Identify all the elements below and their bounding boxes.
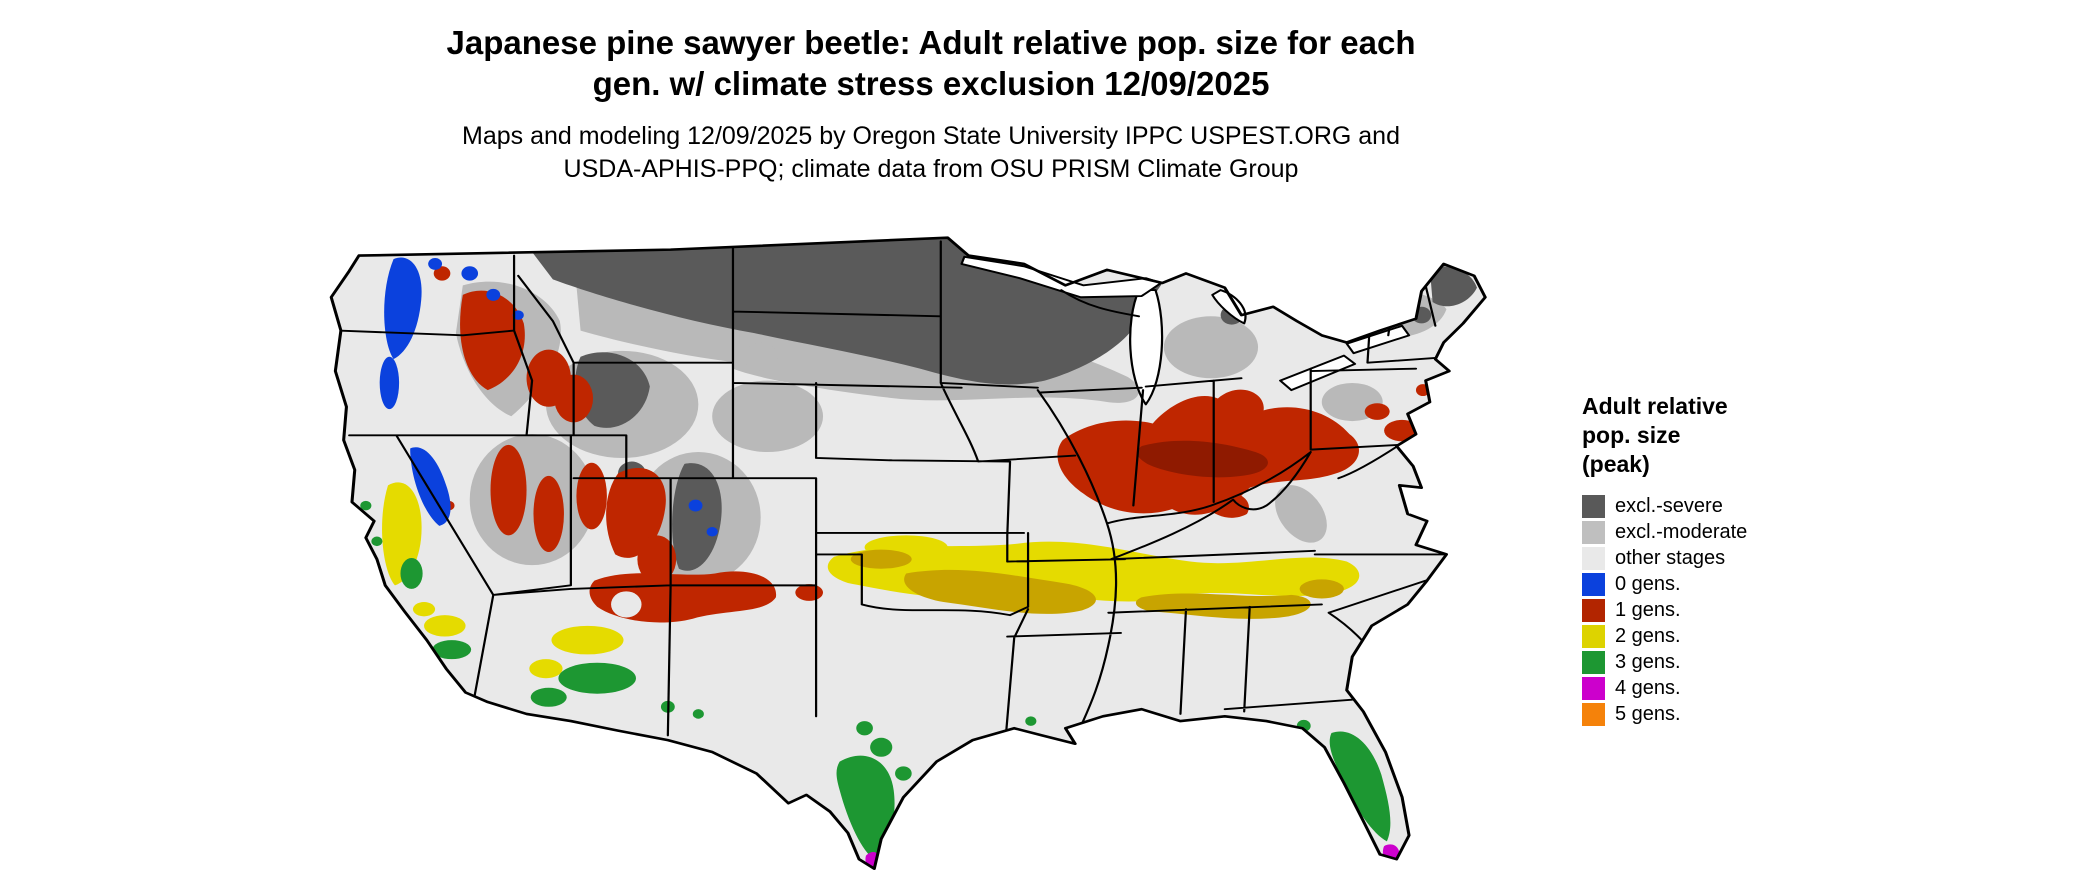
legend-title-line1: Adult relative [1582, 393, 1728, 419]
legend-item-excl-moderate: excl.-moderate [1582, 519, 1842, 545]
great-lakes [960, 255, 1411, 406]
legend-swatch-other-stages [1582, 546, 1605, 570]
us-distribution-map [255, 202, 1585, 883]
legend-swatch-3-gens [1582, 650, 1605, 674]
legend-label-1-gens: 1 gens. [1615, 599, 1681, 621]
region-2-gens-dense [850, 549, 1344, 619]
us-map-svg [329, 236, 1487, 871]
legend-item-4-gens: 4 gens. [1582, 675, 1842, 701]
us-outline [329, 236, 1487, 871]
map-title-line1: Japanese pine sawyer beetle: Adult relat… [446, 24, 1416, 61]
legend-swatch-4-gens [1582, 676, 1605, 700]
map-title-line2: gen. w/ climate stress exclusion 12/09/2… [592, 65, 1270, 102]
region-5-gens [1361, 868, 1382, 869]
legend-label-excl-moderate: excl.-moderate [1615, 521, 1748, 543]
legend-item-0-gens: 0 gens. [1582, 571, 1842, 597]
legend-item-2-gens: 2 gens. [1582, 623, 1842, 649]
region-4-gens [865, 844, 1400, 869]
legend-swatch-1-gens [1582, 598, 1605, 622]
legend-item-1-gens: 1 gens. [1582, 597, 1842, 623]
lake-erie [1279, 354, 1357, 392]
region-3-gens [360, 500, 1391, 861]
legend-label-0-gens: 0 gens. [1615, 573, 1681, 595]
legend-swatch-excl-moderate [1582, 520, 1605, 544]
map-legend: Adult relative pop. size (peak) excl.-se… [1582, 392, 1842, 727]
legend-title-line2: pop. size [1582, 422, 1681, 448]
legend-label-4-gens: 4 gens. [1615, 677, 1681, 699]
region-1-gens-core [1136, 440, 1268, 478]
lake-ontario [1345, 324, 1411, 355]
map-header: Japanese pine sawyer beetle: Adult relat… [0, 22, 1862, 186]
legend-label-excl-severe: excl.-severe [1615, 495, 1723, 517]
legend-item-3-gens: 3 gens. [1582, 649, 1842, 675]
legend-swatch-excl-severe [1582, 494, 1605, 518]
lake-superior [960, 255, 1163, 299]
lake-huron [1211, 289, 1247, 325]
region-az-ring-center [611, 591, 642, 618]
map-subtitle-line2: USDA-APHIS-PPQ; climate data from OSU PR… [563, 155, 1299, 183]
legend-label-other-stages: other stages [1615, 547, 1726, 569]
legend-item-5-gens: 5 gens. [1582, 701, 1842, 727]
legend-swatch-0-gens [1582, 572, 1605, 596]
legend-label-5-gens: 5 gens. [1615, 703, 1681, 725]
map-subtitle-line1: Maps and modeling 12/09/2025 by Oregon S… [462, 122, 1400, 150]
legend-title-line3: (peak) [1582, 451, 1650, 477]
legend-item-other-stages: other stages [1582, 545, 1842, 571]
legend-label-3-gens: 3 gens. [1615, 651, 1681, 673]
lake-michigan [1129, 289, 1164, 406]
legend-swatch-5-gens [1582, 702, 1605, 726]
legend-swatch-2-gens [1582, 624, 1605, 648]
legend-label-2-gens: 2 gens. [1615, 625, 1681, 647]
map-subtitle: Maps and modeling 12/09/2025 by Oregon S… [0, 120, 1862, 186]
legend-item-excl-severe: excl.-severe [1582, 493, 1842, 519]
legend-items: excl.-severe excl.-moderate other stages… [1582, 493, 1842, 727]
legend-title: Adult relative pop. size (peak) [1582, 392, 1842, 479]
state-borders [337, 240, 1445, 737]
